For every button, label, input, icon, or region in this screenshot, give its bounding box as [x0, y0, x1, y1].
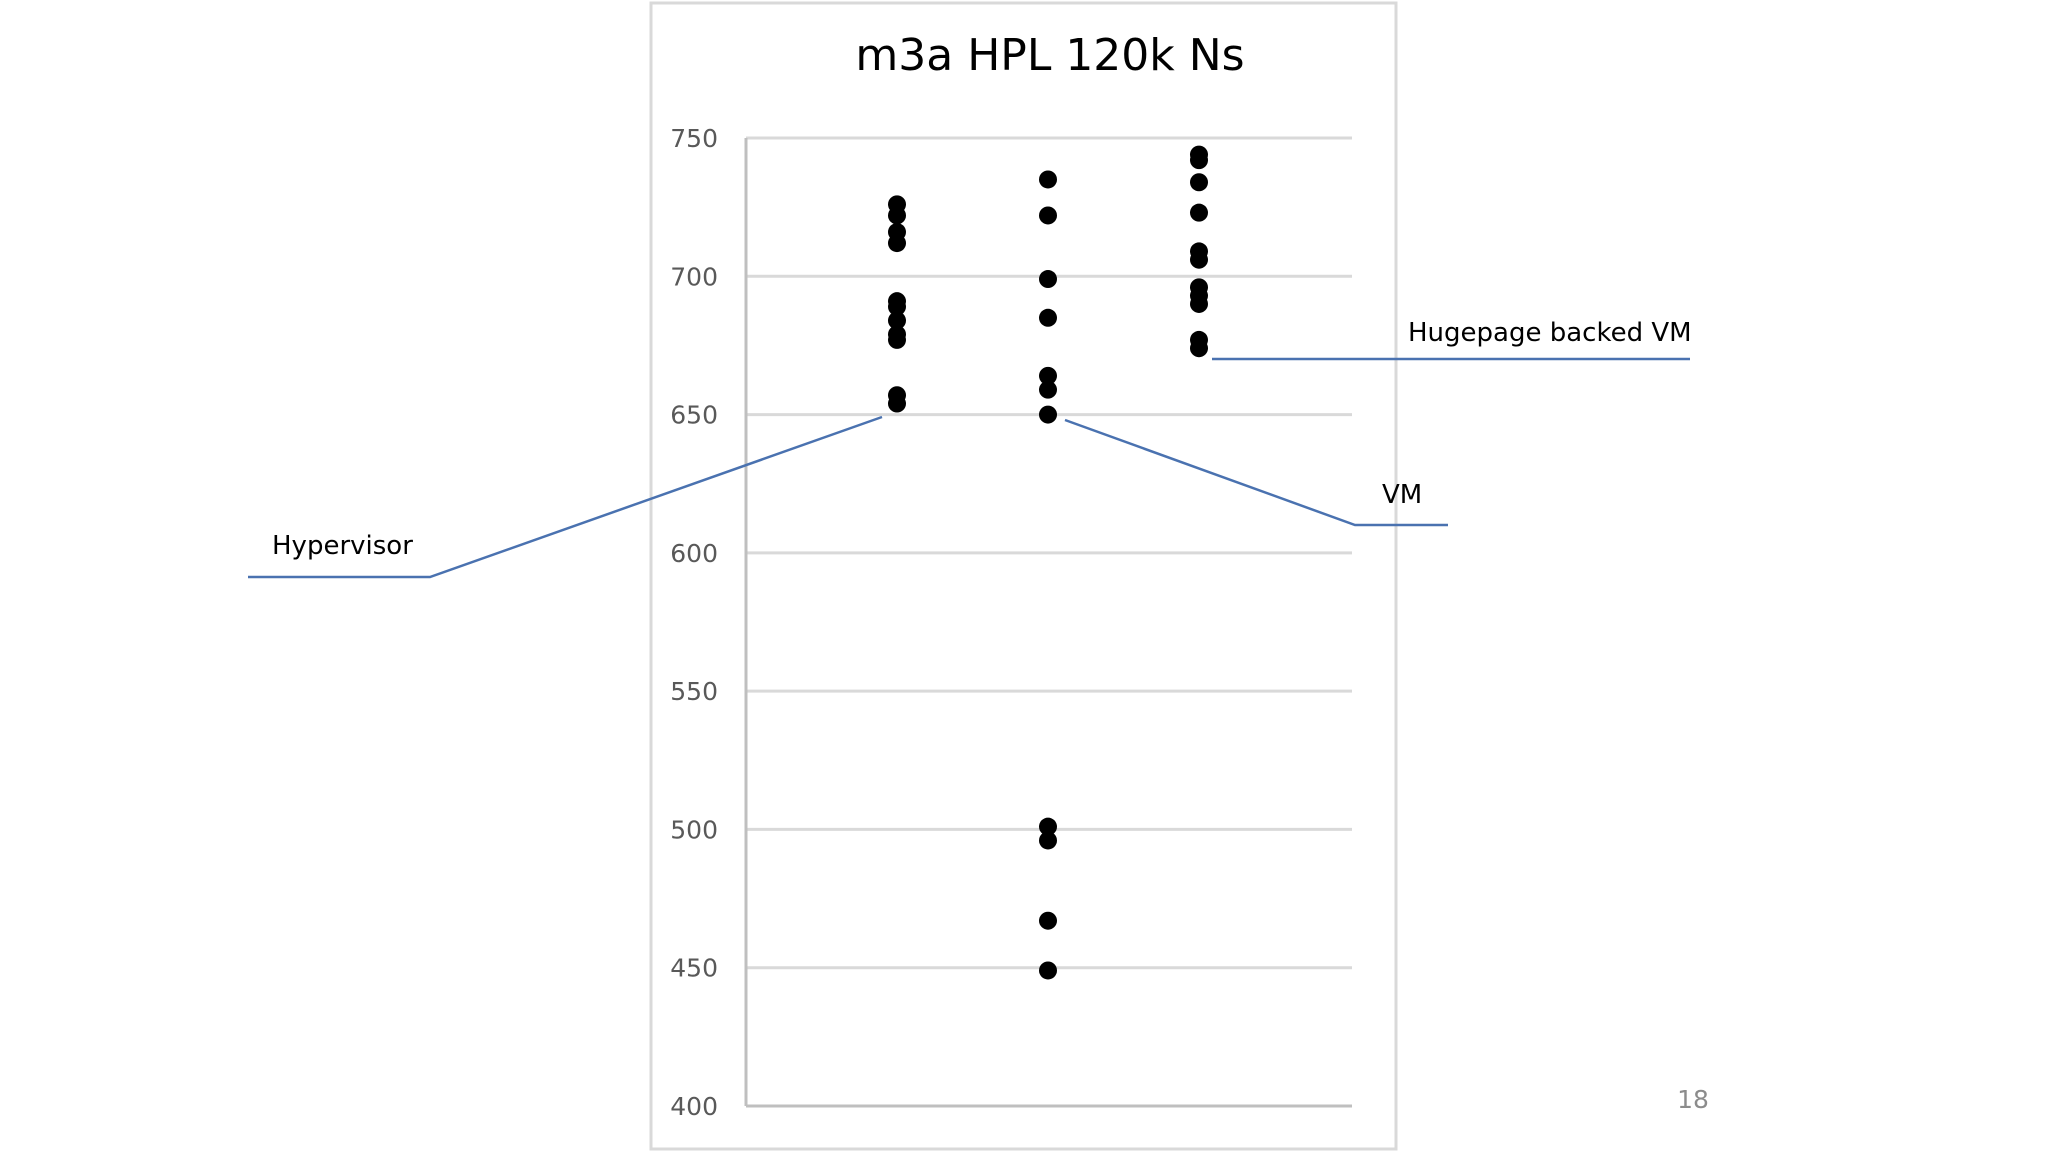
data-point [1039, 206, 1057, 225]
callout-vm-line [1064, 418, 1448, 527]
page-number: 18 [1677, 1085, 1709, 1114]
data-point [1190, 339, 1208, 358]
chart-frame [649, 1, 1398, 1151]
data-point [1190, 151, 1208, 170]
data-point [1190, 294, 1208, 313]
data-point [1039, 270, 1057, 289]
data-point [888, 206, 906, 225]
data-point [1190, 173, 1208, 192]
data-points [888, 145, 1208, 980]
data-point [1039, 817, 1057, 836]
y-tick-label: 750 [670, 124, 718, 153]
y-tick-label: 600 [670, 539, 718, 568]
callout-hypervisor-line [248, 415, 883, 579]
callouts: Hypervisor VM Hugepage backed VM [248, 318, 1692, 579]
data-point [1039, 170, 1057, 189]
y-tick-label: 500 [670, 815, 718, 844]
data-point [888, 311, 906, 330]
callout-hypervisor-label: Hypervisor [272, 531, 413, 561]
data-point [1190, 203, 1208, 222]
data-point [1039, 831, 1057, 850]
chart-title: m3a HPL 120k Ns [855, 30, 1244, 81]
y-tick-label: 700 [670, 262, 718, 291]
data-point [888, 394, 906, 413]
data-point [888, 330, 906, 349]
data-point [1039, 380, 1057, 399]
callout-vm-label: VM [1382, 480, 1422, 510]
data-point [888, 234, 906, 253]
data-point [1190, 250, 1208, 269]
callout-hugepage-vm-label: Hugepage backed VM [1408, 318, 1692, 348]
y-tick-label: 450 [670, 954, 718, 983]
y-tick-label: 650 [670, 401, 718, 430]
y-tick-label: 550 [670, 677, 718, 706]
y-tick-label: 400 [670, 1092, 718, 1121]
data-point [1039, 308, 1057, 327]
data-point [1039, 961, 1057, 980]
data-point [1039, 911, 1057, 930]
data-point [1039, 366, 1057, 385]
data-point [1039, 405, 1057, 424]
data-point [888, 297, 906, 316]
y-tick-labels: 750 700 650 600 550 500 450 400 [670, 124, 718, 1121]
